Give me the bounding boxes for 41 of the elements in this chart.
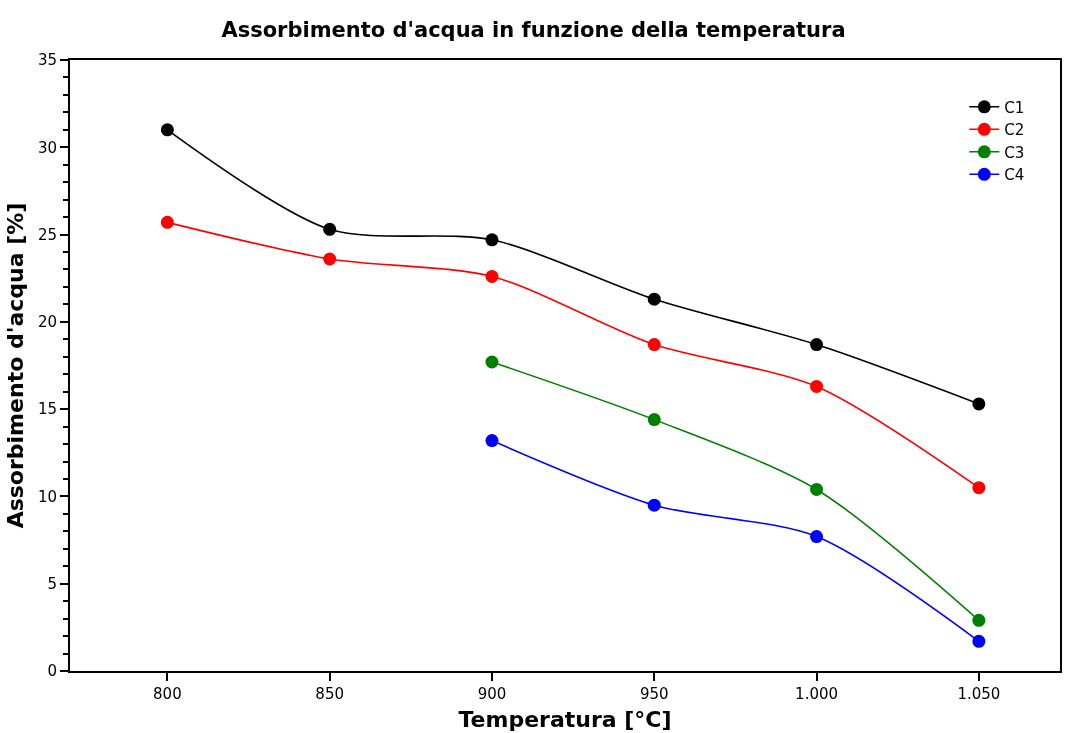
y-tick-label: 30 xyxy=(37,138,57,157)
y-tick-label: 25 xyxy=(37,225,57,244)
legend-label: C3 xyxy=(1004,143,1025,162)
point xyxy=(810,530,824,544)
point xyxy=(972,481,986,495)
point xyxy=(972,634,986,648)
point xyxy=(485,233,499,247)
x-axis-title: Temperatura [°C] xyxy=(458,707,672,733)
y-tick-label: 20 xyxy=(37,313,57,332)
point xyxy=(485,355,499,369)
x-tick-label: 1.050 xyxy=(957,685,1001,703)
point xyxy=(485,434,499,448)
point xyxy=(972,397,986,411)
point xyxy=(323,222,337,236)
point xyxy=(647,292,661,306)
point xyxy=(810,482,824,496)
point xyxy=(647,338,661,352)
point xyxy=(160,215,174,229)
x-tick-label: 900 xyxy=(477,685,507,703)
point xyxy=(485,269,499,283)
point xyxy=(647,413,661,427)
y-axis-title: Assorbimento d'acqua [%] xyxy=(3,202,29,529)
y-tick-label: 15 xyxy=(37,400,57,419)
point xyxy=(323,252,337,266)
y-tick-label: 0 xyxy=(47,662,57,681)
point xyxy=(160,123,174,137)
legend-label: C2 xyxy=(1004,121,1025,140)
legend-label: C4 xyxy=(1004,166,1025,185)
point xyxy=(647,498,661,512)
legend-label: C1 xyxy=(1004,98,1025,117)
point xyxy=(810,338,824,352)
point xyxy=(810,379,824,393)
chart-title: Assorbimento d'acqua in funzione della temperatura xyxy=(221,17,846,42)
point xyxy=(972,613,986,627)
x-tick-label: 950 xyxy=(639,685,669,703)
y-tick-label: 35 xyxy=(37,51,57,70)
x-tick-label: 850 xyxy=(315,685,344,703)
y-tick-label: 5 xyxy=(47,574,57,593)
y-tick-label: 10 xyxy=(37,487,57,506)
x-tick-label: 800 xyxy=(153,685,182,703)
x-tick-label: 1.000 xyxy=(795,685,839,703)
